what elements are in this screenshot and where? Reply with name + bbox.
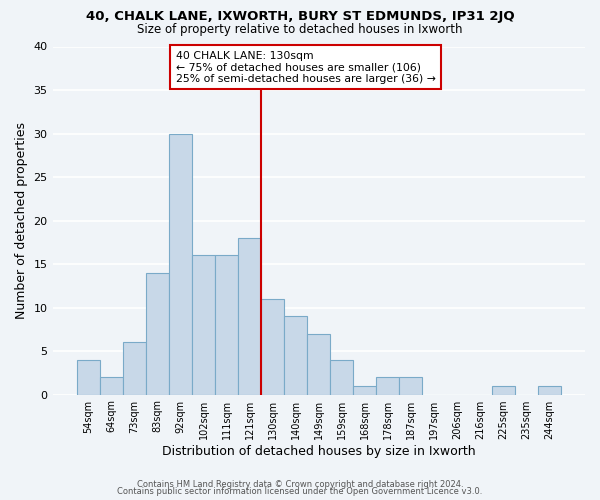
Text: 40, CHALK LANE, IXWORTH, BURY ST EDMUNDS, IP31 2JQ: 40, CHALK LANE, IXWORTH, BURY ST EDMUNDS… — [86, 10, 514, 23]
Bar — [238, 238, 261, 394]
Bar — [376, 377, 400, 394]
Bar — [169, 134, 192, 394]
Bar — [123, 342, 146, 394]
Bar — [491, 386, 515, 394]
Text: Size of property relative to detached houses in Ixworth: Size of property relative to detached ho… — [137, 22, 463, 36]
Text: 40 CHALK LANE: 130sqm
← 75% of detached houses are smaller (106)
25% of semi-det: 40 CHALK LANE: 130sqm ← 75% of detached … — [176, 51, 436, 84]
Bar — [330, 360, 353, 394]
Bar — [192, 256, 215, 394]
X-axis label: Distribution of detached houses by size in Ixworth: Distribution of detached houses by size … — [162, 444, 476, 458]
Bar — [215, 256, 238, 394]
Bar — [146, 273, 169, 394]
Bar — [307, 334, 330, 394]
Bar — [261, 299, 284, 394]
Bar — [77, 360, 100, 394]
Text: Contains public sector information licensed under the Open Government Licence v3: Contains public sector information licen… — [118, 487, 482, 496]
Bar — [400, 377, 422, 394]
Y-axis label: Number of detached properties: Number of detached properties — [15, 122, 28, 319]
Bar — [100, 377, 123, 394]
Bar — [538, 386, 561, 394]
Bar — [353, 386, 376, 394]
Bar — [284, 316, 307, 394]
Text: Contains HM Land Registry data © Crown copyright and database right 2024.: Contains HM Land Registry data © Crown c… — [137, 480, 463, 489]
